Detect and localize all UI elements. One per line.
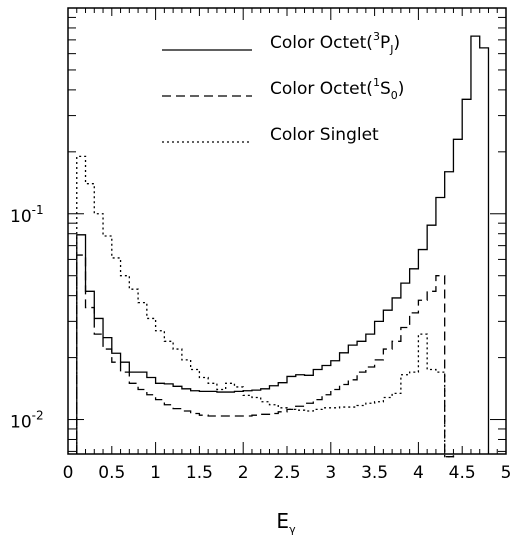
legend: Color Octet(3PJ) Color Octet(1S0) Color Si… bbox=[162, 30, 404, 145]
legend-label: Color Octet(1S0) bbox=[270, 76, 404, 102]
x-tick-label: 2 bbox=[238, 463, 249, 483]
series-line-2 bbox=[76, 155, 455, 458]
x-tick-label: 0.5 bbox=[98, 463, 125, 483]
plot-frame bbox=[67, 7, 507, 455]
tick-layer: 0 0.5 1 1.5 2 2.5 3 3.5 4 4.5 5 10-1 10-2 bbox=[10, 8, 511, 483]
x-tick-label: 4 bbox=[413, 463, 424, 483]
x-tick-label: 4.5 bbox=[449, 463, 476, 483]
series-line-0 bbox=[76, 35, 490, 454]
x-tick-label: 1.5 bbox=[186, 463, 213, 483]
x-tick-label: 1 bbox=[150, 463, 161, 483]
x-tick-label: 3 bbox=[325, 463, 336, 483]
y-tick-label: 10-1 bbox=[10, 203, 44, 227]
legend-label: Color Singlet bbox=[270, 125, 379, 145]
x-tick-label: 3.5 bbox=[361, 463, 388, 483]
series-layer bbox=[76, 35, 490, 458]
legend-label: Color Octet(3PJ) bbox=[270, 30, 400, 56]
x-tick-label: 2.5 bbox=[273, 463, 300, 483]
y-tick-label: 10-2 bbox=[10, 409, 44, 433]
x-tick-label: 5 bbox=[501, 463, 512, 483]
series-line-1 bbox=[76, 254, 455, 458]
x-tick-label: 0 bbox=[63, 463, 74, 483]
x-axis-label: Eγ bbox=[276, 509, 296, 536]
